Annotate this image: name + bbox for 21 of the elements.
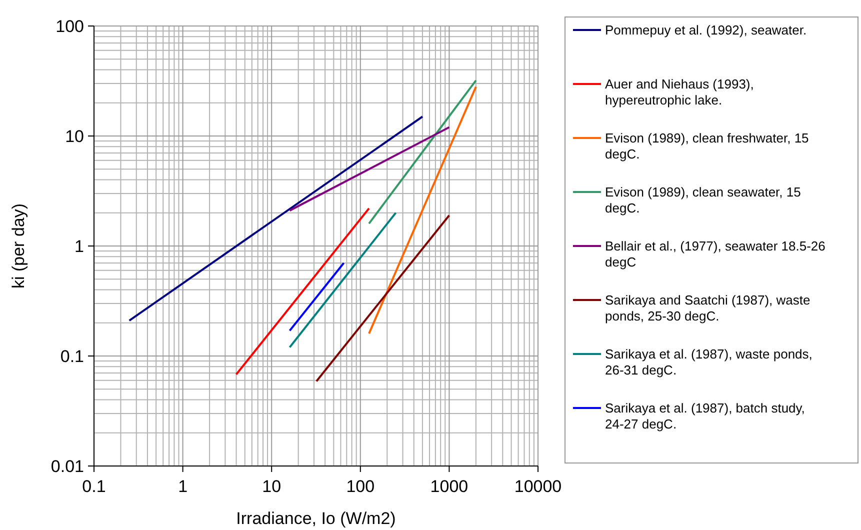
legend-label: Sarikaya and Saatchi (1987), waste ponds, 25-30 degC.: [605, 292, 810, 324]
legend-label: Evison (1989), clean seawater, 15 degC.: [605, 184, 801, 216]
legend-label: Evison (1989), clean freshwater, 15 degC.: [605, 130, 809, 162]
x-tick-label: 10000: [514, 477, 562, 496]
x-axis-title: Irradiance, Io (W/m2): [236, 509, 396, 528]
y-tick-label: 1: [74, 236, 84, 256]
legend-label: Pommepuy et al. (1992), seawater.: [605, 22, 807, 38]
x-tick-label: 100: [346, 477, 375, 496]
y-tick-label: 100: [56, 16, 84, 36]
legend-label: Auer and Niehaus (1993), hypereutrophic lake.: [605, 76, 754, 108]
y-tick-label: 0.1: [60, 346, 84, 366]
x-tick-label: 1: [178, 477, 188, 496]
y-axis-title: ki (per day): [9, 203, 28, 289]
legend-label: Sarikaya et al. (1987), batch study, 24-27 degC.: [605, 400, 805, 432]
y-tick-label: 10: [65, 126, 84, 146]
y-tick-label: 0.01: [50, 456, 84, 476]
legend-label: Sarikaya et al. (1987), waste ponds, 26-31 degC.: [605, 346, 812, 378]
x-tick-label: 0.1: [82, 477, 106, 496]
x-tick-label: 10: [262, 477, 282, 496]
x-tick-label: 1000: [430, 477, 468, 496]
legend-label: Bellair et al., (1977), seawater 18.5-26 degC: [605, 238, 826, 270]
